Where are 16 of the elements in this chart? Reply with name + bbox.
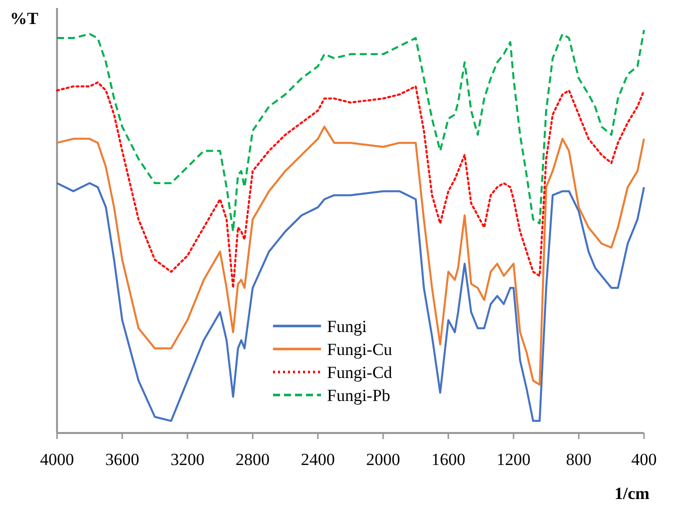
x-tick-label: 4000 <box>40 450 74 469</box>
x-tick-label: 3600 <box>105 450 140 469</box>
x-tick-label: 800 <box>566 450 592 469</box>
legend-label: Fungi-Pb <box>327 386 390 405</box>
y-axis-title: %T <box>10 9 39 28</box>
x-tick-label: 400 <box>631 450 657 469</box>
legend-label: Fungi-Cu <box>327 340 393 359</box>
x-tick-label: 2400 <box>300 450 335 469</box>
x-tick-label: 2800 <box>236 450 270 469</box>
x-axis-title: 1/cm <box>614 484 650 503</box>
x-tick-label: 1600 <box>431 450 466 469</box>
x-tick-label: 2000 <box>366 450 400 469</box>
x-tick-label: 1200 <box>496 450 531 469</box>
legend-label: Fungi <box>327 317 367 336</box>
legend-label: Fungi-Cd <box>327 363 393 382</box>
x-tick-label: 3200 <box>170 450 204 469</box>
